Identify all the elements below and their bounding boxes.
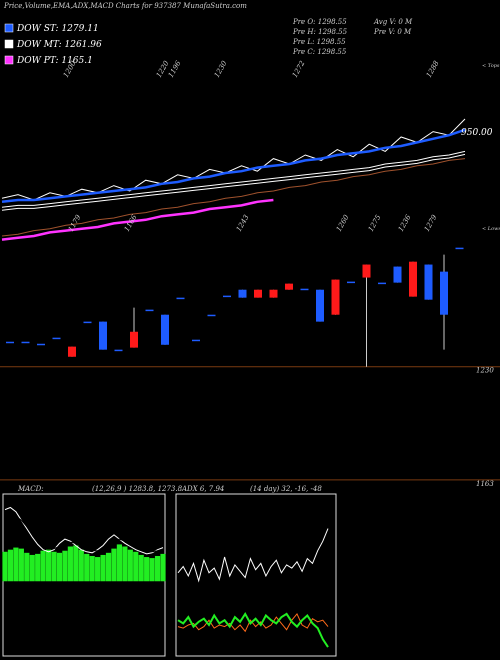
histogram-bar [154,555,161,582]
histogram-bar [116,544,123,582]
panel-subtitle: (12,26,9 ) 1283.8, 1273.8 [92,485,183,493]
info-text: Pre L: 1298.55 [292,38,346,46]
candle-body [455,247,464,250]
ema-line-shadow [1,153,466,211]
tops-label: < Tops [482,63,500,69]
histogram-bar [84,553,90,582]
histogram-bar [2,551,8,582]
legend-swatch [4,55,14,65]
candle-body [52,337,61,340]
info-text: Pre C: 1298.55 [292,48,347,56]
series-line [1,198,274,241]
histogram-bar [149,558,155,582]
candle-body [21,341,30,344]
candle-body [393,266,402,283]
info-text: Pre H: 1298.55 [292,28,348,36]
histogram-bar [35,553,41,582]
candle-body [254,289,262,298]
candle-body [424,264,433,300]
macd-line [4,506,164,555]
histogram-bar [133,551,139,582]
series-line [1,118,466,201]
histogram-bar [45,549,52,582]
series-line [1,150,466,208]
candle-body [331,279,340,315]
panel-title: ADX 6, 7.94 [181,485,224,493]
candle-body [161,314,169,345]
histogram-bar [67,546,73,582]
candle-body [207,314,216,317]
info-text: Pre V: 0 M [373,28,412,36]
legend-label: DOW MT: 1261.96 [16,40,102,50]
candle-body [347,281,355,284]
candle-body [37,343,45,346]
histogram-bar [18,548,24,582]
histogram-bar [13,547,19,582]
adx-line [177,612,329,633]
legend-swatch [4,23,14,33]
info-text: Pre O: 1298.55 [292,18,347,26]
series-line [1,158,466,237]
candle-body [440,271,448,315]
candle-body [285,283,293,290]
candle-body [300,288,309,291]
histogram-bar [40,550,46,582]
histogram-bar [127,549,133,582]
info-text: Avg V: 0 M [373,18,413,26]
histogram-bar [7,549,14,582]
histogram-bar [111,548,117,582]
candle-body [176,297,185,300]
y-tick-label: 1230 [476,367,494,375]
candle-body [316,289,324,322]
candle-body [83,321,92,324]
histogram-bar [51,551,57,582]
candle-body [238,289,247,298]
histogram-bar [100,554,106,582]
adx-frame [175,493,337,657]
adx-line [177,611,329,648]
histogram-bar [73,545,79,582]
candle-body [68,346,76,357]
chart-title: Price,Volume,EMA,ADX,MACD Charts for 937… [3,2,247,10]
y-tick-label: 1163 [476,480,494,488]
histogram-bar [160,553,166,582]
legend-swatch [4,39,14,49]
level-label: 950.00 [461,128,493,138]
candle-body [114,349,123,352]
panel-subtitle: (14 day) 32, -16, -48 [250,485,322,493]
candle-body [223,295,231,298]
histogram-bar [78,549,84,582]
adx-line [177,528,329,583]
macd-line [4,515,164,553]
candle-body [130,331,138,348]
candle-body [409,261,417,297]
histogram-bar [89,555,95,582]
panel-title: MACD: [17,485,44,493]
lows-label: < Lows [482,226,500,232]
histogram-bar [24,552,30,582]
candle-body [378,282,386,285]
histogram-bar [144,557,150,582]
legend-label: DOW ST: 1279.11 [16,24,99,34]
candle-body [269,289,278,298]
candle-body [145,309,154,312]
histogram-bar [105,552,112,582]
histogram-bar [56,552,63,582]
legend-label: DOW PT: 1165.1 [16,56,93,66]
histogram-bar [29,554,35,582]
histogram-bar [62,550,68,582]
histogram-bar [122,546,128,582]
candle-body [362,264,371,278]
candle-body [6,341,14,344]
series-line [1,128,466,204]
candle-body [192,339,200,342]
histogram-bar [95,557,101,582]
histogram-bar [138,554,144,582]
candle-body [99,321,107,350]
